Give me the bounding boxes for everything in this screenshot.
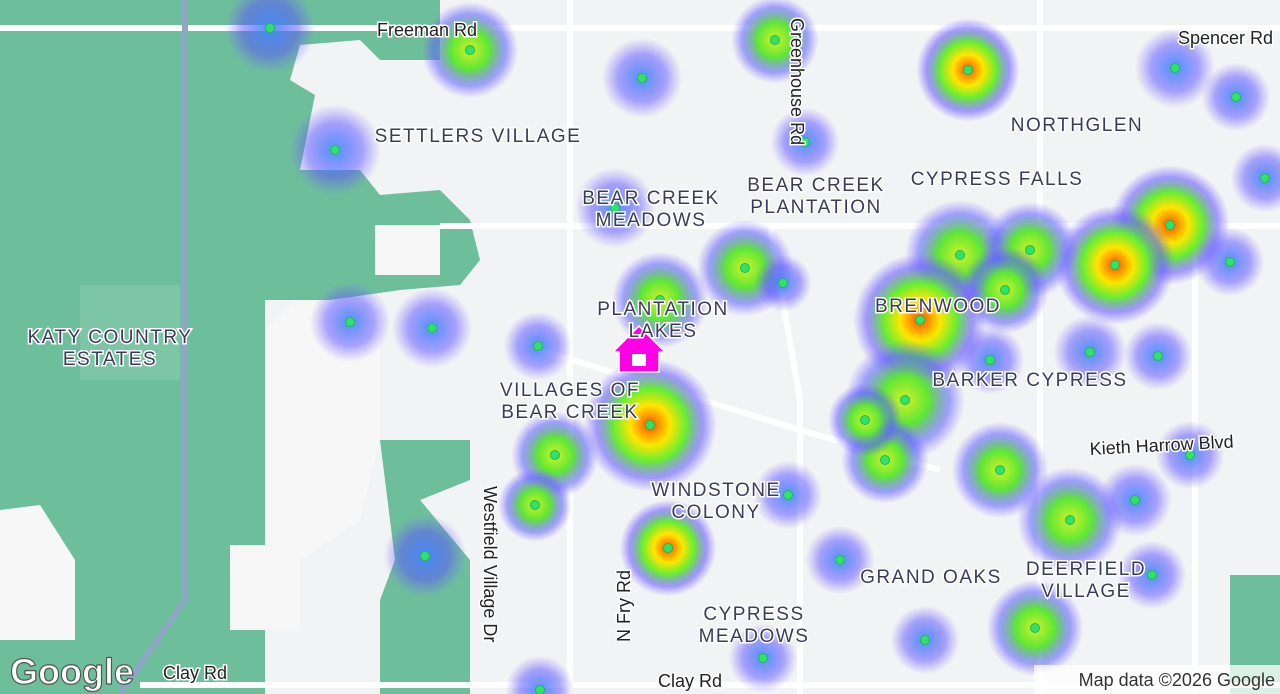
attribution-bg [1034,665,1280,694]
heat-point [1085,347,1095,357]
heat-point [860,415,870,425]
place-label: BRENWOOD [875,296,1001,317]
heat-point [1260,173,1270,183]
place-label: BEAR CREEK [501,402,638,423]
attribution: Map data ©2026 Google [1079,670,1275,690]
heat-point [1130,495,1140,505]
place-label: ESTATES [63,349,157,370]
place-label: BEAR CREEK [747,175,884,196]
road-label: Freeman Rd [377,20,477,40]
heat-point [1170,63,1180,73]
heat-blob [224,0,316,74]
heat-point [427,323,437,333]
heat-point [1225,257,1235,267]
estate-area [80,285,180,380]
heat-point [835,555,845,565]
heat-point [655,295,665,305]
road-label: Westfield Village Dr [480,486,500,642]
place-label: PLANTATION [750,197,881,218]
heat-point [740,263,750,273]
heat-point [1153,351,1163,361]
place-label: LAKES [629,321,698,342]
heat-point [995,465,1005,475]
heat-point [1025,245,1035,255]
place-label: NORTHGLEN [1011,115,1143,136]
road-label: Clay Rd [163,663,227,683]
heat-point [985,355,995,365]
heat-point [530,500,540,510]
heat-point [770,35,780,45]
heat-point [610,203,620,213]
heat-point [465,45,475,55]
place-label: BEAR CREEK [582,188,719,209]
place-label: DEERFIELD [1026,559,1146,580]
heat-point [637,73,647,83]
road-label: N Fry Rd [614,570,634,642]
heat-point [1000,285,1010,295]
heat-point [645,420,655,430]
heat-point [1110,260,1120,270]
place-label: VILLAGES OF [500,380,640,401]
heat-point [963,65,973,75]
heat-point [1030,623,1040,633]
heat-point [778,278,788,288]
place-label: SETTLERS VILLAGE [375,126,582,147]
place-label: PLANTATION [597,299,728,320]
heat-point [550,450,560,460]
heat-point [1165,220,1175,230]
heat-point [900,395,910,405]
heat-point [800,137,810,147]
heatmap-points [265,23,1270,694]
heat-point [265,23,275,33]
place-label: MEADOWS [699,626,810,647]
place-label: BARKER CYPRESS [932,370,1127,391]
heat-point [955,250,965,260]
heat-blob [1230,143,1280,213]
heat-point [1231,92,1241,102]
heat-point [783,490,793,500]
place-label: MEADOWS [596,210,707,231]
place-label: COLONY [671,502,760,523]
place-label: CYPRESS FALLS [911,169,1084,190]
google-logo: Google [10,651,134,692]
heat-point [345,317,355,327]
road-label: Greenhouse Rd [787,18,807,145]
heat-point [535,685,545,694]
place-label: VILLAGE [1041,581,1131,602]
heat-point [880,455,890,465]
highway [117,0,188,694]
place-label: WINDSTONE [651,480,780,501]
heat-point [663,543,673,553]
heat-point [758,653,768,663]
heat-blob [505,655,575,694]
road-label: Clay Rd [658,671,722,691]
open-areas [0,225,440,640]
place-label: KATY COUNTRY [28,327,193,348]
heat-point [330,145,340,155]
place-label: CYPRESS [703,604,804,625]
road-label: Spencer Rd [1178,28,1273,48]
heat-point [533,341,543,351]
home-marker[interactable] [611,324,667,373]
heat-point [420,551,430,561]
heat-point [915,315,925,325]
place-label: GRAND OAKS [860,567,1002,588]
heat-point [1065,515,1075,525]
heat-point [920,635,930,645]
heat-point [1147,570,1157,580]
heat-point [1185,450,1195,460]
